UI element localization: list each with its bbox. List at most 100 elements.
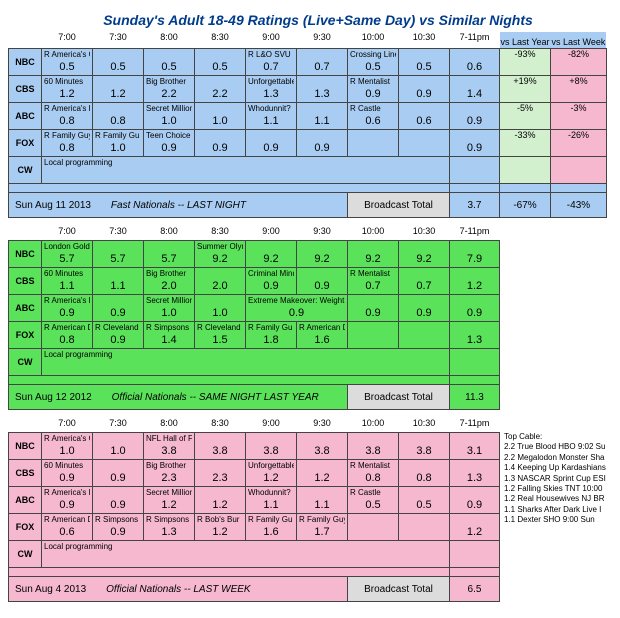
timeslot-cell: 9.2 <box>246 241 296 267</box>
show-name: R Mentalist <box>350 461 396 470</box>
show-name: Secret Millionaire <box>146 296 192 305</box>
rating-value: 3.8 <box>348 433 398 457</box>
show-name: R America's Got Talent <box>44 50 90 59</box>
vs-year: -5% <box>500 103 551 130</box>
show-name: R Cleveland <box>197 323 243 332</box>
network-label: CBS <box>9 460 42 487</box>
rating-value <box>399 322 449 334</box>
network-label: CW <box>9 349 42 376</box>
broadcast-total-label: Broadcast Total <box>348 193 450 218</box>
rating-value <box>399 514 449 526</box>
show-name: Criminal Minds <box>248 269 294 278</box>
show-name: R Mentalist <box>350 269 396 278</box>
rating-value: 0.7 <box>399 268 449 292</box>
network-label: CBS <box>9 76 42 103</box>
timeslot-cell: 1.3 <box>297 76 347 102</box>
avg-cell: 0.9 <box>450 130 499 156</box>
timeslot-cell: 3.8 <box>246 433 296 459</box>
rating-value: 2.0 <box>195 268 245 292</box>
rating-value: 0.9 <box>348 295 398 319</box>
timeslot-cell: 0.8 <box>399 460 449 486</box>
timeslot-cell: R American Dad1.6 <box>297 322 347 348</box>
show-name: 60 Minutes <box>44 77 90 86</box>
timeslot-cell <box>348 514 398 540</box>
timeslot-cell: R Simpsons1.4 <box>144 322 194 348</box>
cable-item: 1.3 NASCAR Sprint Cup ESI <box>504 474 606 484</box>
timeslot-cell: 0.9 <box>195 130 245 156</box>
timeslot-cell: R Castle0.5 <box>348 487 398 513</box>
timeslot-cell: Whodunnit?1.1 <box>246 103 296 129</box>
timeslot-cell: R L&O SVU0.7 <box>246 49 296 75</box>
show-name: Whodunnit? <box>248 488 294 497</box>
timeslot-cell: Secret Millionaire1.0 <box>144 295 194 321</box>
show-name: Local programming <box>44 350 447 359</box>
show-name: R Bob's Bur <box>197 515 243 524</box>
timeslot-cell: 0.8 <box>93 103 143 129</box>
broadcast-total-label: Broadcast Total <box>348 577 450 602</box>
show-name: Summer Olympics: Closing Ceremony <box>197 242 243 251</box>
timeslot-cell: 1.2 <box>297 460 347 486</box>
vs-week: -3% <box>551 103 607 130</box>
network-label: NBC <box>9 433 42 460</box>
rating-value: 1.2 <box>93 76 143 100</box>
timeslot-cell: 0.5 <box>399 487 449 513</box>
vs-week: +8% <box>551 76 607 103</box>
cable-item: 1.2 Falling Skies TNT 10:00 <box>504 484 606 494</box>
rating-value: 3.8 <box>399 433 449 457</box>
cable-item: 2.2 Megalodon Monster Sha <box>504 453 606 463</box>
network-label: FOX <box>9 322 42 349</box>
timeslot-cell: R Mentalist0.7 <box>348 268 398 294</box>
broadcast-total-value: 3.7 <box>450 193 500 218</box>
timeslot-cell: 3.8 <box>297 433 347 459</box>
panel-footer: Sun Aug 11 2013 Fast Nationals -- LAST N… <box>9 193 348 218</box>
timeslot-cell: 0.9 <box>348 295 398 321</box>
rating-value: 0.7 <box>297 49 347 73</box>
network-label: NBC <box>9 49 42 76</box>
timeslot-cell: 0.9 <box>93 460 143 486</box>
rating-value: 1.0 <box>195 103 245 127</box>
timeslot-cell: Local programming <box>42 157 449 183</box>
timeslot-cell: 0.9 <box>93 487 143 513</box>
timeslot-cell: 0.5 <box>93 49 143 75</box>
show-name: R American Dad <box>299 323 345 332</box>
vs-year <box>500 157 551 184</box>
network-label: ABC <box>9 487 42 514</box>
show-name: R American D <box>44 323 90 332</box>
broadcast-total-label: Broadcast Total <box>348 385 450 410</box>
show-name: R Castle <box>350 104 396 113</box>
rating-value: 2.3 <box>195 460 245 484</box>
timeslot-cell: 1.1 <box>93 268 143 294</box>
rating-value: 0.9 <box>297 130 347 154</box>
timeslot-cell: R Mentalist0.9 <box>348 76 398 102</box>
rating-value: 0.5 <box>399 49 449 73</box>
rating-value <box>348 130 398 142</box>
show-name: 60 Minutes <box>44 269 90 278</box>
timeslot-cell: 3.8 <box>195 433 245 459</box>
timeslot-cell: Extreme Makeover: Weight Loss Edition0.9 <box>246 295 347 321</box>
timeslot-cell: R America's Funniest Hom0.9 <box>42 295 92 321</box>
rating-value: 3.8 <box>297 433 347 457</box>
rating-value: 0.5 <box>144 49 194 73</box>
timeslot-cell: 0.7 <box>297 49 347 75</box>
timeslot-cell: 0.7 <box>399 268 449 294</box>
timeslot-cell: Big Brother2.2 <box>144 76 194 102</box>
timeslot-cell: 60 Minutes1.2 <box>42 76 92 102</box>
show-name: Local programming <box>44 158 447 167</box>
show-name: London Gold <box>44 242 90 251</box>
show-name: R Family Gu <box>248 323 294 332</box>
show-name: Local programming <box>44 542 447 551</box>
show-name: Big Brother <box>146 461 192 470</box>
rating-value: 0.8 <box>399 460 449 484</box>
timeslot-cell: R American D0.6 <box>42 514 92 540</box>
timeslot-cell: 60 Minutes0.9 <box>42 460 92 486</box>
rating-value: 3.8 <box>195 433 245 457</box>
timeslot-cell: R Family Gu1.8 <box>246 322 296 348</box>
timeslot-cell: Unforgettable1.2 <box>246 460 296 486</box>
timeslot-cell: R Family Gu1.0 <box>93 130 143 156</box>
page-title: Sunday's Adult 18-49 Ratings (Live+Same … <box>8 8 620 32</box>
show-name: Extreme Makeover: Weight Loss Edition <box>248 296 345 305</box>
timeslot-cell: R Family Gu1.6 <box>246 514 296 540</box>
timeslot-cell: 1.0 <box>195 295 245 321</box>
timeslot-cell: 1.2 <box>195 487 245 513</box>
panel-footer: Sun Aug 12 2012 Official Nationals -- SA… <box>9 385 348 410</box>
